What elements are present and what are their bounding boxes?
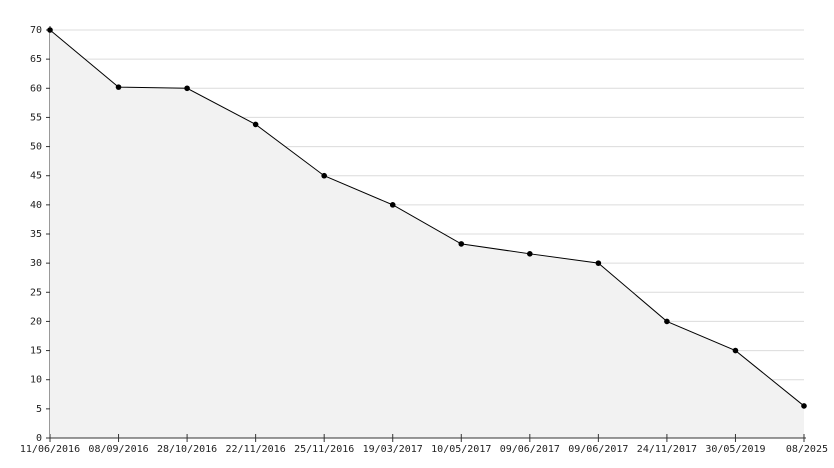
point (458, 241, 465, 247)
x-tick-label: 10/05/2017 (431, 444, 491, 455)
y-tick-label: 50 (30, 142, 42, 153)
y-tick-label: 10 (30, 375, 42, 386)
y-tick-label: 25 (30, 287, 42, 298)
point (664, 318, 670, 325)
x-tick-label: 19/03/2017 (363, 444, 423, 455)
point (527, 251, 533, 257)
x-tick-label: 08/09/2016 (88, 444, 148, 455)
point (801, 403, 807, 409)
point (321, 172, 327, 179)
y-tick-label: 45 (30, 171, 42, 182)
x-tick-label: 09/06/2017 (500, 444, 560, 455)
point (732, 347, 739, 354)
point (184, 85, 190, 92)
x-tick-label: 30/05/2019 (705, 444, 765, 455)
area (50, 30, 804, 438)
y-tick-label: 5 (36, 404, 42, 415)
point (115, 84, 122, 90)
x-tick-label: 11/06/2016 (20, 444, 80, 455)
point (252, 121, 259, 128)
x-tick-label: 28/10/2016 (157, 444, 217, 455)
y-tick-label: 65 (30, 54, 42, 65)
point (389, 202, 396, 208)
x-tick-label: 24/11/2017 (637, 444, 697, 455)
y-tick-label: 30 (30, 258, 42, 269)
y-tick-label: 0 (36, 433, 42, 444)
line (49, 29, 805, 407)
x-tick-label: 08/2025 (786, 444, 828, 455)
y-tick-label: 55 (30, 112, 42, 123)
y-tick-label: 60 (30, 83, 42, 94)
point (595, 260, 602, 266)
y-tick-label: 15 (30, 346, 42, 357)
y-tick-label: 70 (30, 25, 42, 36)
y-tick-label: 20 (30, 316, 42, 327)
x-tick-label: 22/11/2016 (226, 444, 286, 455)
y-tick-label: 35 (30, 229, 42, 240)
x-tick-label: 25/11/2016 (294, 444, 354, 455)
y-tick-label: 40 (30, 200, 42, 211)
x-tick-label: 09/06/2017 (568, 444, 628, 455)
point (47, 27, 53, 33)
